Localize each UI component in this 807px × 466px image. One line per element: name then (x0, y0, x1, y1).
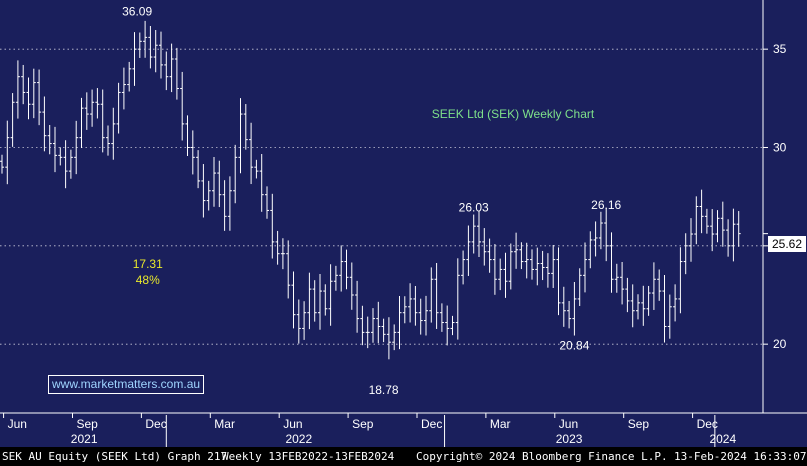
x-tick-label-mar-3: Mar (214, 417, 235, 431)
annotation-1731: 17.31 (133, 257, 163, 271)
copyright-label: Copyright© 2024 Bloomberg Finance L.P. (416, 450, 668, 463)
y-tick-label-30: 30 (773, 141, 787, 155)
y-tick-label-20: 20 (773, 337, 787, 351)
timestamp-label: 13-Feb-2024 16:33:07 (674, 450, 807, 463)
x-tick-label-dec-6: Dec (421, 417, 442, 431)
price-chart: 20253035JunSepDecMarJunSepDecMarJunSepDe… (0, 0, 807, 447)
x-tick-label-sep-1: Sep (76, 417, 98, 431)
x-tick-label-sep-9: Sep (628, 417, 650, 431)
annotation-2084: 20.84 (559, 339, 589, 353)
last-price-tag: 25.62 (768, 236, 806, 252)
status-bar: SEK AU Equity (SEEK Ltd) Graph 217 Weekl… (0, 447, 807, 466)
year-label-2023: 2023 (556, 432, 583, 446)
annotation-48: 48% (136, 273, 160, 287)
annotation-2616: 26.16 (591, 198, 621, 212)
annotation-2603: 26.03 (459, 201, 489, 215)
annotation-1878: 18.78 (369, 383, 399, 397)
year-label-2024: 2024 (709, 432, 736, 446)
x-tick-label-dec-2: Dec (145, 417, 166, 431)
y-tick-label-35: 35 (773, 42, 787, 56)
x-tick-label-sep-5: Sep (352, 417, 374, 431)
year-label-2022: 2022 (285, 432, 312, 446)
annotation-3609: 36.09 (122, 5, 152, 19)
x-tick-label-jun-4: Jun (283, 417, 302, 431)
chart-title: SEEK Ltd (SEK) Weekly Chart (432, 107, 595, 121)
x-tick-label-jun-0: Jun (8, 417, 27, 431)
x-tick-label-mar-7: Mar (490, 417, 511, 431)
x-tick-label-jun-8: Jun (559, 417, 578, 431)
security-label: SEK AU Equity (SEEK Ltd) Graph 217 (2, 450, 228, 463)
x-tick-label-dec-10: Dec (697, 417, 718, 431)
watermark-link[interactable]: www.marketmatters.com.au (48, 375, 205, 394)
year-label-2021: 2021 (71, 432, 98, 446)
date-range-label: Weekly 13FEB2022-13FEB2024 (222, 450, 395, 463)
